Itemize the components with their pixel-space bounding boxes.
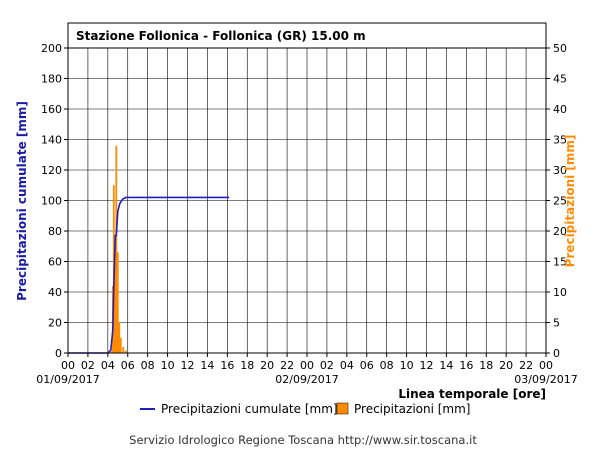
right-tick-label: 30 xyxy=(553,164,567,177)
x-tick-label: 18 xyxy=(479,359,493,372)
x-axis-dates: 01/09/2017 02/09/2017 03/09/2017 xyxy=(36,373,577,386)
footer-credit: Servizio Idrologico Regione Toscana http… xyxy=(129,433,477,447)
x-tick-label: 10 xyxy=(400,359,414,372)
right-tick-label: 5 xyxy=(553,317,560,330)
right-axis-title: Precipitazioni [mm] xyxy=(563,135,577,268)
x-date-label: 02/09/2017 xyxy=(275,373,338,386)
x-date-label: 03/09/2017 xyxy=(514,373,577,386)
x-tick-label: 18 xyxy=(240,359,254,372)
legend-bar-swatch xyxy=(336,402,349,415)
x-tick-label: 06 xyxy=(360,359,374,372)
x-axis-title: Linea temporale [ore] xyxy=(398,387,546,401)
right-tick-label: 25 xyxy=(553,195,567,208)
grid xyxy=(68,48,546,353)
x-tick-label: 08 xyxy=(141,359,155,372)
precip-bar xyxy=(119,337,122,353)
right-tick-label: 20 xyxy=(553,225,567,238)
x-tick-label: 16 xyxy=(220,359,234,372)
left-tick-label: 40 xyxy=(48,286,62,299)
x-tick-label: 14 xyxy=(439,359,453,372)
x-tick-label: 12 xyxy=(181,359,195,372)
left-tick-label: 0 xyxy=(55,347,62,360)
legend-label-cumulative: Precipitazioni cumulate [mm] xyxy=(161,402,338,416)
left-tick-label: 20 xyxy=(48,317,62,330)
x-tick-label: 04 xyxy=(101,359,115,372)
left-tick-label: 140 xyxy=(41,134,62,147)
precip-bar xyxy=(116,252,119,353)
precip-bar xyxy=(118,322,121,353)
cumulative-line-path xyxy=(68,196,230,354)
x-tick-label: 20 xyxy=(260,359,274,372)
x-tick-label: 02 xyxy=(320,359,334,372)
x-tick-label: 16 xyxy=(459,359,473,372)
x-tick-label: 00 xyxy=(539,359,553,372)
precip-bar xyxy=(124,350,127,353)
precip-bar xyxy=(114,249,117,353)
precip-bar xyxy=(109,349,112,353)
legend-label-precip: Precipitazioni [mm] xyxy=(354,402,471,416)
x-tick-label: 02 xyxy=(81,359,95,372)
precip-bar xyxy=(122,346,125,353)
left-tick-label: 120 xyxy=(41,164,62,177)
right-tick-label: 50 xyxy=(553,42,567,55)
right-tick-label: 0 xyxy=(553,347,560,360)
left-tick-label: 160 xyxy=(41,103,62,116)
right-tick-label: 15 xyxy=(553,256,567,269)
x-tick-label: 06 xyxy=(121,359,135,372)
left-tick-label: 100 xyxy=(41,195,62,208)
x-tick-label: 04 xyxy=(340,359,354,372)
x-tick-label: 22 xyxy=(280,359,294,372)
left-tick-label: 200 xyxy=(41,42,62,55)
right-axis-ticks: 0 5 10 15 20 25 30 35 40 45 50 xyxy=(546,42,567,360)
x-tick-label: 00 xyxy=(61,359,75,372)
x-tick-label: 08 xyxy=(380,359,394,372)
left-tick-label: 180 xyxy=(41,73,62,86)
right-tick-label: 35 xyxy=(553,134,567,147)
right-tick-label: 40 xyxy=(553,103,567,116)
legend: Precipitazioni cumulate [mm] Precipitazi… xyxy=(140,402,471,416)
right-tick-label: 45 xyxy=(553,73,567,86)
x-tick-label: 12 xyxy=(420,359,434,372)
cumulative-line xyxy=(68,196,230,354)
x-tick-label: 00 xyxy=(300,359,314,372)
x-tick-label: 10 xyxy=(161,359,175,372)
right-tick-label: 10 xyxy=(553,286,567,299)
title-bar xyxy=(67,22,547,49)
left-axis-ticks: 0 20 40 60 80 100 120 140 160 180 200 xyxy=(41,42,68,360)
chart-title: Stazione Follonica - Follonica (GR) 15.0… xyxy=(76,29,366,43)
precip-bar xyxy=(115,145,118,353)
x-axis-ticks: 00 02 04 06 08 10 12 14 16 18 20 22 00 02 04 06 08 10 12 14… xyxy=(61,353,553,372)
x-date-label: 01/09/2017 xyxy=(36,373,99,386)
left-tick-label: 60 xyxy=(48,256,62,269)
x-tick-label: 14 xyxy=(200,359,214,372)
x-tick-label: 22 xyxy=(519,359,533,372)
x-tick-label: 20 xyxy=(499,359,513,372)
left-axis-title: Precipitazioni cumulate [mm] xyxy=(15,101,29,301)
left-tick-label: 80 xyxy=(48,225,62,238)
